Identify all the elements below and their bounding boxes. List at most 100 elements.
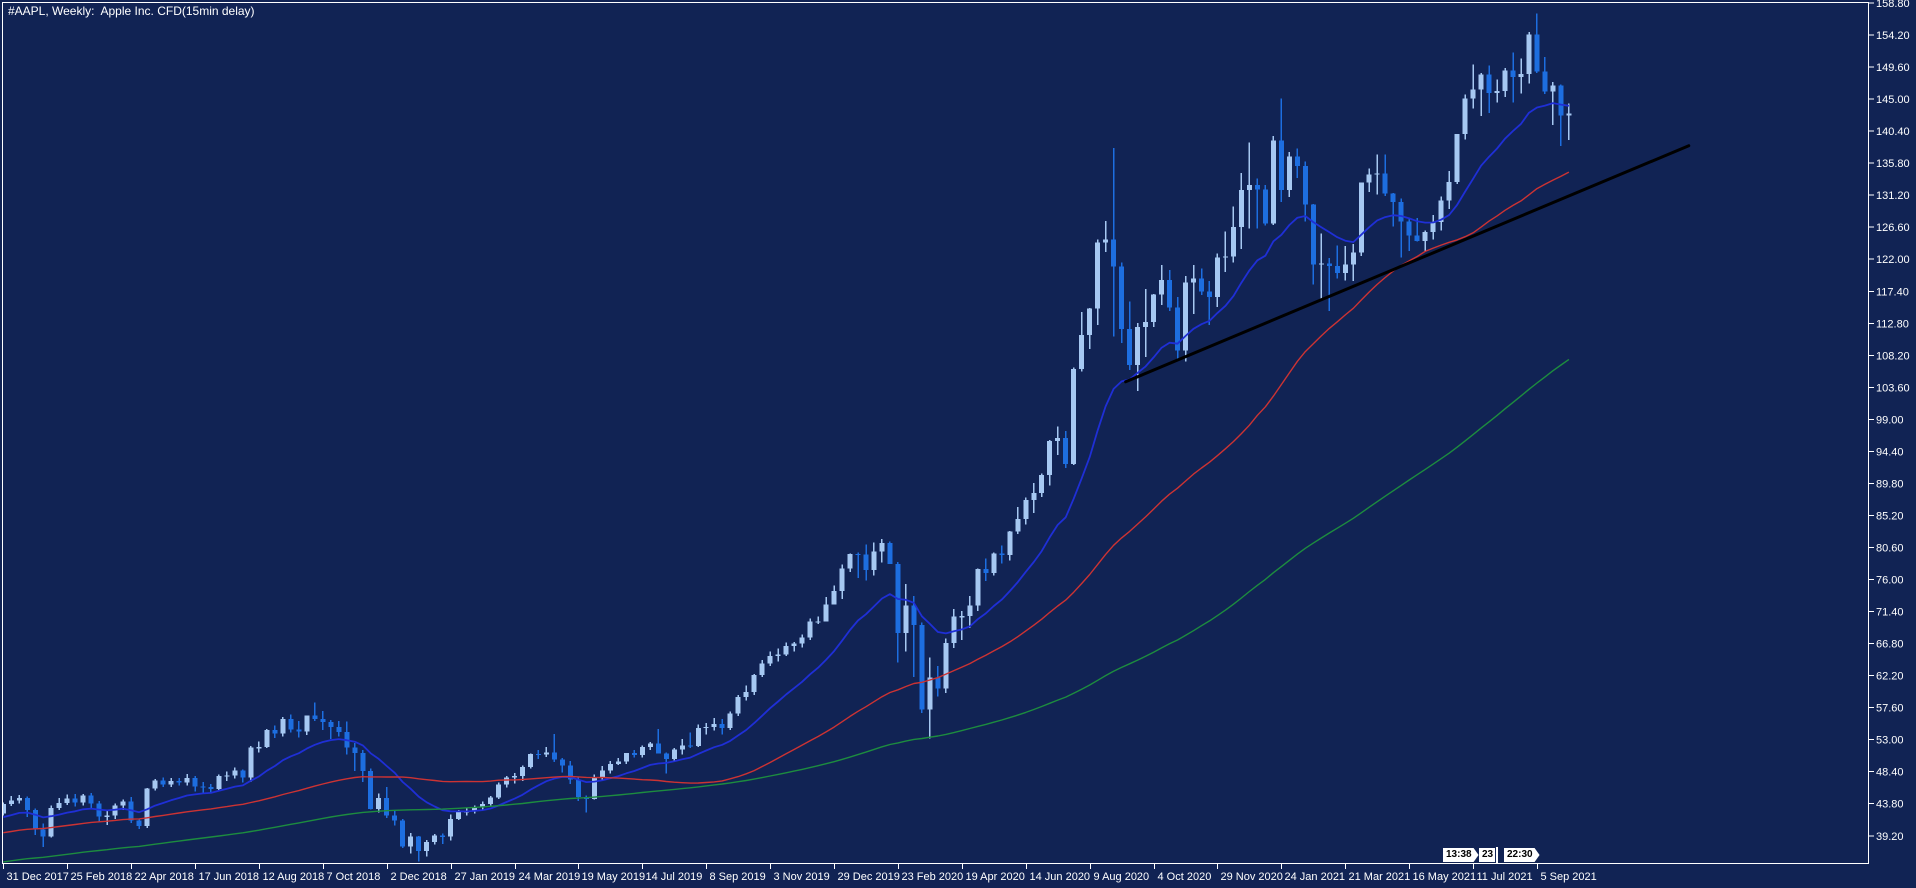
candle-bull — [48, 807, 54, 837]
candle-bull — [1055, 437, 1061, 441]
candle-bull — [456, 812, 462, 819]
candle-bear — [1486, 74, 1492, 94]
candle-bear — [312, 715, 318, 719]
candle-bull — [280, 719, 286, 734]
candle-bull — [1358, 182, 1364, 253]
candle-bull — [264, 729, 270, 748]
candle-bear — [1510, 70, 1516, 77]
price-axis-label: 131.20 — [1876, 190, 1910, 202]
candle-bull — [1470, 89, 1476, 99]
candle-bull — [1502, 70, 1508, 92]
chart-title: #AAPL, Weekly: Apple Inc. CFD(15min dela… — [8, 4, 255, 18]
time-axis-label: 21 Mar 2021 — [1349, 871, 1411, 883]
time-axis-label: 23 Feb 2020 — [902, 871, 964, 883]
candle-bull — [711, 723, 717, 727]
candles-layer — [3, 13, 1572, 862]
candle-bull — [496, 784, 502, 798]
candle-bear — [40, 829, 46, 837]
candle-bear — [1310, 204, 1316, 265]
price-axis-label: 66.80 — [1876, 639, 1904, 651]
time-axis-label: 24 Mar 2019 — [519, 871, 581, 883]
candle-bull — [1374, 173, 1380, 175]
candle-bear — [392, 815, 398, 821]
time-axis-label: 14 Jul 2019 — [646, 871, 703, 883]
time-axis-label: 5 Sep 2021 — [1541, 871, 1597, 883]
candle-bear — [663, 753, 669, 759]
time-tag-3: 22:30 — [1504, 848, 1540, 862]
candle-bull — [695, 727, 701, 746]
candle-bear — [1294, 156, 1300, 167]
candle-bear — [1534, 34, 1540, 72]
candle-bull — [432, 835, 438, 842]
time-axis-label: 3 Nov 2019 — [774, 871, 830, 883]
candle-bull — [120, 801, 126, 806]
price-axis-label: 135.80 — [1876, 158, 1910, 170]
candle-bull — [767, 655, 773, 664]
candle-bull — [472, 807, 478, 812]
candle-bull — [1422, 232, 1428, 242]
price-axis-label: 108.20 — [1876, 350, 1910, 362]
candle-bear — [288, 719, 294, 730]
candle-bull — [1151, 294, 1157, 322]
candle-bull — [543, 752, 549, 755]
candle-bull — [1286, 156, 1292, 190]
candle-bull — [1214, 257, 1220, 297]
price-axis-label: 62.20 — [1876, 671, 1904, 683]
candle-bull — [951, 616, 957, 644]
trendline-object[interactable] — [1124, 144, 1691, 384]
candle-bear — [24, 798, 30, 811]
candle-bull — [591, 777, 597, 800]
time-axis-label: 8 Sep 2019 — [710, 871, 766, 883]
candle-bull — [615, 761, 621, 765]
time-axis-label: 12 Aug 2018 — [263, 871, 325, 883]
candle-bull — [488, 797, 494, 805]
price-axis-label: 57.60 — [1876, 703, 1904, 715]
candle-bear — [400, 820, 406, 847]
candle-bear — [1398, 202, 1404, 222]
candle-bull — [775, 654, 781, 656]
candle-bull — [623, 753, 629, 762]
candle-bear — [136, 820, 142, 827]
time-axis-label: 22 Apr 2018 — [135, 871, 194, 883]
time-axis-label: 17 Jun 2018 — [199, 871, 260, 883]
price-axis[interactable]: 158.80 154.20 149.60 145.00 140.40 135.80 131.… — [1868, 0, 1910, 843]
candle-bull — [599, 770, 605, 778]
candle-bear — [1254, 184, 1260, 190]
candle-bear — [887, 543, 893, 564]
candle-bull — [216, 776, 222, 789]
price-axis-label: 48.40 — [1876, 767, 1904, 779]
candle-bear — [272, 729, 278, 734]
candle-bear — [416, 836, 422, 852]
price-axis-label: 89.80 — [1876, 478, 1904, 490]
candle-bull — [1566, 113, 1572, 116]
time-tag-separator — [1496, 847, 1498, 863]
time-axis-label: 24 Jan 2021 — [1285, 871, 1346, 883]
candle-bull — [1342, 264, 1348, 274]
candle-bear — [1390, 193, 1396, 203]
price-axis-label: 85.20 — [1876, 510, 1904, 522]
candle-bull — [1135, 326, 1141, 365]
candle-bear — [1542, 71, 1548, 92]
candle-bull — [1183, 282, 1189, 351]
candle-bear — [1262, 189, 1268, 224]
candle-bear — [687, 745, 693, 747]
candle-bear — [72, 798, 78, 803]
candle-bull — [1430, 221, 1436, 233]
price-axis-label: 126.60 — [1876, 222, 1910, 234]
price-axis-label: 149.60 — [1876, 62, 1910, 74]
candle-bull — [1318, 263, 1324, 265]
candle-bear — [320, 718, 326, 723]
candle-bear — [1334, 265, 1340, 274]
candle-bull — [727, 713, 733, 728]
candle-bear — [1127, 328, 1133, 365]
candle-bull — [184, 777, 190, 783]
candle-bear — [567, 765, 573, 780]
candle-bull — [1095, 242, 1101, 309]
time-axis[interactable]: 31 Dec 2017 25 Feb 2018 22 Apr 2018 17 Jun … — [3, 864, 1597, 883]
candle-bull — [1222, 256, 1228, 258]
candle-bear — [240, 770, 246, 778]
candle-bull — [152, 780, 158, 789]
candle-bear — [1175, 307, 1181, 351]
